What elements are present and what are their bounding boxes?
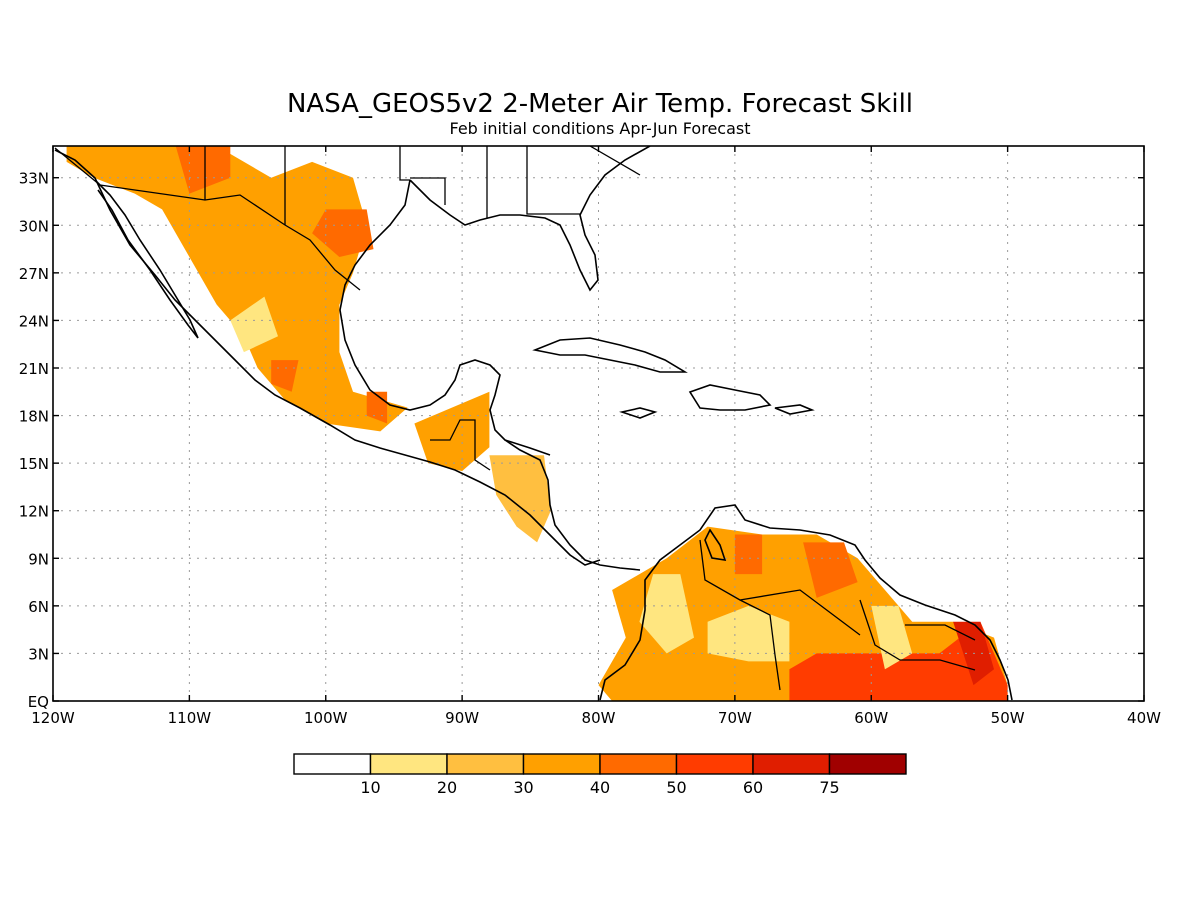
skill-shading-layer <box>66 146 1008 701</box>
lat-tick-label: 3N <box>28 645 49 663</box>
lon-tick-label: 70W <box>718 709 752 727</box>
lon-tick-label: 80W <box>582 709 616 727</box>
skill-region-9 <box>734 534 763 575</box>
lon-tick-label: 100W <box>304 709 348 727</box>
skill-region-10 <box>803 542 858 598</box>
lat-tick-label: 15N <box>19 455 49 473</box>
skill-region-2 <box>175 146 231 194</box>
border-guatemala <box>430 419 491 471</box>
coastline-gulf-of-mexico <box>339 179 551 456</box>
legend-swatch <box>522 753 601 775</box>
lon-tick-label: 110W <box>168 709 212 727</box>
skill-region-16 <box>230 296 278 353</box>
coastline-central-america <box>504 439 641 571</box>
skill-region-14 <box>707 605 790 662</box>
latitude-tick-labels: EQ 3N 6N 9N 12N 15N 18N 21N 24N 27N 30N 33N <box>19 170 49 711</box>
legend-swatch <box>675 753 754 775</box>
coastlines-layer <box>54 146 1013 701</box>
coastline-jamaica <box>619 407 658 419</box>
border-us-mexico <box>54 147 361 291</box>
axis-ticks <box>52 146 1145 702</box>
chart-title: NASA_GEOS5v2 2-Meter Air Temp. Forecast … <box>287 89 913 119</box>
lat-tick-label: 18N <box>19 408 49 426</box>
skill-region-13 <box>639 574 694 654</box>
legend-swatch <box>369 753 448 775</box>
border-venezuela-colombia <box>699 539 976 691</box>
lon-tick-label: 50W <box>991 709 1025 727</box>
lat-tick-label: EQ <box>28 693 49 711</box>
lat-tick-label: 9N <box>28 550 49 568</box>
coastline-gulf-north <box>409 146 651 292</box>
legend-swatch <box>446 753 525 775</box>
border-us-states <box>204 146 641 225</box>
lat-tick-label: 21N <box>19 360 49 378</box>
color-legend: 10 20 30 40 50 60 75 <box>293 753 907 797</box>
legend-swatch <box>752 753 831 775</box>
legend-label: 10 <box>360 778 380 797</box>
lon-tick-label: 120W <box>31 709 75 727</box>
legend-label: 60 <box>743 778 763 797</box>
legend-swatch <box>599 753 678 775</box>
coastline-hispaniola <box>688 384 772 411</box>
lat-tick-label: 33N <box>19 170 49 188</box>
legend-label: 50 <box>666 778 686 797</box>
coastline-cuba <box>532 337 688 373</box>
legend-swatch <box>293 753 372 775</box>
legend-label: 75 <box>819 778 839 797</box>
legend-swatch <box>828 753 907 775</box>
legend-label: 20 <box>437 778 457 797</box>
legend-label: 40 <box>590 778 610 797</box>
lon-tick-label: 60W <box>854 709 888 727</box>
lat-tick-label: 12N <box>19 503 49 521</box>
skill-region-6 <box>414 391 490 472</box>
lon-tick-label: 40W <box>1127 709 1161 727</box>
coastline-lake-maracaibo <box>704 528 727 561</box>
longitude-tick-labels: 120W 110W 100W 90W 80W 70W 60W 50W 40W <box>31 709 1161 727</box>
coastline-puerto-rico <box>774 404 815 415</box>
lon-tick-label: 90W <box>445 709 479 727</box>
coastline-baja-california <box>94 179 199 339</box>
skill-region-1 <box>312 209 374 257</box>
grid-lines <box>53 146 1144 701</box>
lat-tick-label: 6N <box>28 598 49 616</box>
legend-label: 30 <box>513 778 533 797</box>
coastline-mexico-pacific <box>54 149 601 566</box>
chart-subtitle: Feb initial conditions Apr-Jun Forecast <box>449 119 750 138</box>
coastline-south-america-north <box>599 504 1013 701</box>
lat-tick-label: 30N <box>19 217 49 235</box>
lat-tick-label: 24N <box>19 312 49 330</box>
lat-tick-label: 27N <box>19 265 49 283</box>
